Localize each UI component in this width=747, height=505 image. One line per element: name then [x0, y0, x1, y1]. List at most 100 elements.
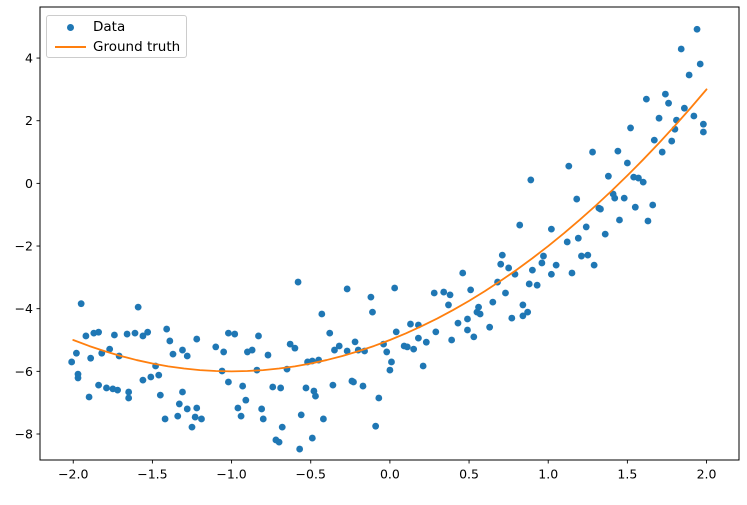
legend-label-data: Data: [93, 19, 126, 35]
scatter-point: [419, 362, 427, 370]
scatter-point: [519, 312, 527, 320]
scatter-point: [668, 137, 676, 145]
scatter-point: [156, 391, 164, 399]
scatter-point: [191, 413, 199, 421]
scatter-point: [73, 349, 80, 357]
scatter-point: [414, 334, 422, 342]
scatter-point: [291, 344, 299, 352]
legend-marker-cell: [47, 46, 93, 49]
y-tick-label: 0: [25, 176, 33, 191]
scatter-point: [538, 259, 546, 267]
scatter-point: [85, 393, 93, 401]
scatter-point: [459, 269, 467, 277]
scatter-point: [277, 384, 285, 392]
scatter-point: [87, 354, 95, 362]
scatter-point: [359, 382, 367, 390]
scatter-point: [547, 225, 555, 233]
scatter-point: [95, 381, 102, 389]
scatter-point: [614, 147, 622, 155]
ground-truth-curve: [72, 88, 708, 373]
scatter-point: [169, 350, 177, 358]
scatter-point: [476, 310, 484, 318]
scatter-point: [650, 136, 658, 144]
legend-entry-data: Data: [47, 18, 186, 38]
scatter-point: [335, 342, 343, 350]
scatter-point: [74, 374, 82, 382]
scatter-point: [77, 300, 85, 308]
scatter-point: [611, 194, 619, 202]
scatter-point: [103, 384, 110, 392]
scatter-point: [489, 298, 497, 306]
scatter-point: [565, 162, 573, 170]
y-tick-label: −6: [15, 364, 33, 379]
scatter-point: [690, 112, 698, 120]
x-tick-label: 1.0: [538, 467, 558, 482]
scatter-point: [631, 203, 639, 211]
scatter-point: [392, 328, 400, 336]
scatter-point: [620, 194, 628, 202]
x-tick-label: −1.5: [137, 467, 167, 482]
scatter-point: [326, 329, 334, 337]
scatter-point: [302, 384, 310, 392]
scatter-point: [454, 319, 462, 327]
scatter-point: [440, 288, 448, 296]
scatter-point: [155, 371, 163, 379]
scatter-point: [248, 346, 256, 354]
scatter-point: [82, 332, 90, 340]
scatter-point: [318, 310, 326, 318]
x-tick-label: 2.0: [697, 467, 717, 482]
scatter-point: [297, 411, 305, 419]
scatter-points: [68, 25, 707, 453]
y-tick-label: 4: [25, 51, 33, 66]
scatter-point: [269, 383, 277, 391]
scatter-point: [627, 124, 634, 132]
scatter-point: [234, 404, 242, 412]
x-tick-label: 1.5: [617, 467, 637, 482]
scatter-point: [372, 422, 380, 430]
scatter-point: [198, 415, 205, 423]
scatter-point: [446, 291, 454, 299]
scatter-point: [422, 338, 430, 346]
scatter-point: [388, 358, 395, 366]
scatter-point: [547, 270, 555, 278]
y-tick-label: −8: [15, 426, 33, 441]
axes-frame: [39, 6, 740, 461]
scatter-point: [278, 423, 286, 431]
scatter-point: [275, 438, 283, 446]
scatter-point: [258, 405, 266, 413]
scatter-point: [331, 346, 338, 354]
legend: Data Ground truth: [46, 15, 187, 58]
scatter-point: [635, 174, 642, 182]
scatter-point: [658, 148, 666, 156]
scatter-point: [375, 394, 383, 402]
scatter-point: [193, 404, 201, 412]
scatter-point: [573, 195, 581, 203]
scatter-point: [649, 201, 657, 209]
scatter-point: [584, 251, 592, 259]
scatter-point: [685, 71, 693, 79]
scatter-point: [111, 331, 118, 339]
data-point-marker-icon: [66, 24, 74, 32]
scatter-point: [242, 396, 250, 404]
x-tick-label: −1.0: [216, 467, 246, 482]
scatter-point: [329, 381, 337, 389]
x-tick-label: 0.0: [380, 467, 400, 482]
scatter-point: [519, 301, 527, 309]
scatter-point: [239, 382, 247, 390]
scatter-point: [147, 373, 155, 381]
scatter-point: [639, 178, 647, 186]
scatter-point: [410, 345, 418, 353]
scatter-point: [123, 330, 131, 338]
scatter-point: [464, 326, 471, 334]
scatter-point: [430, 289, 438, 297]
scatter-point: [578, 252, 585, 260]
x-axis: −2.0 −1.5 −1.0 −0.5 0.0 0.5 1.0 1.5 2.0: [58, 460, 717, 482]
legend-entry-ground-truth: Ground truth: [47, 38, 186, 58]
scatter-point: [367, 293, 375, 301]
scatter-point: [677, 45, 685, 53]
scatter-point: [680, 104, 688, 112]
scatter-point: [516, 221, 524, 229]
scatter-point: [552, 261, 560, 269]
scatter-point: [144, 328, 152, 336]
scatter-point: [131, 329, 139, 337]
